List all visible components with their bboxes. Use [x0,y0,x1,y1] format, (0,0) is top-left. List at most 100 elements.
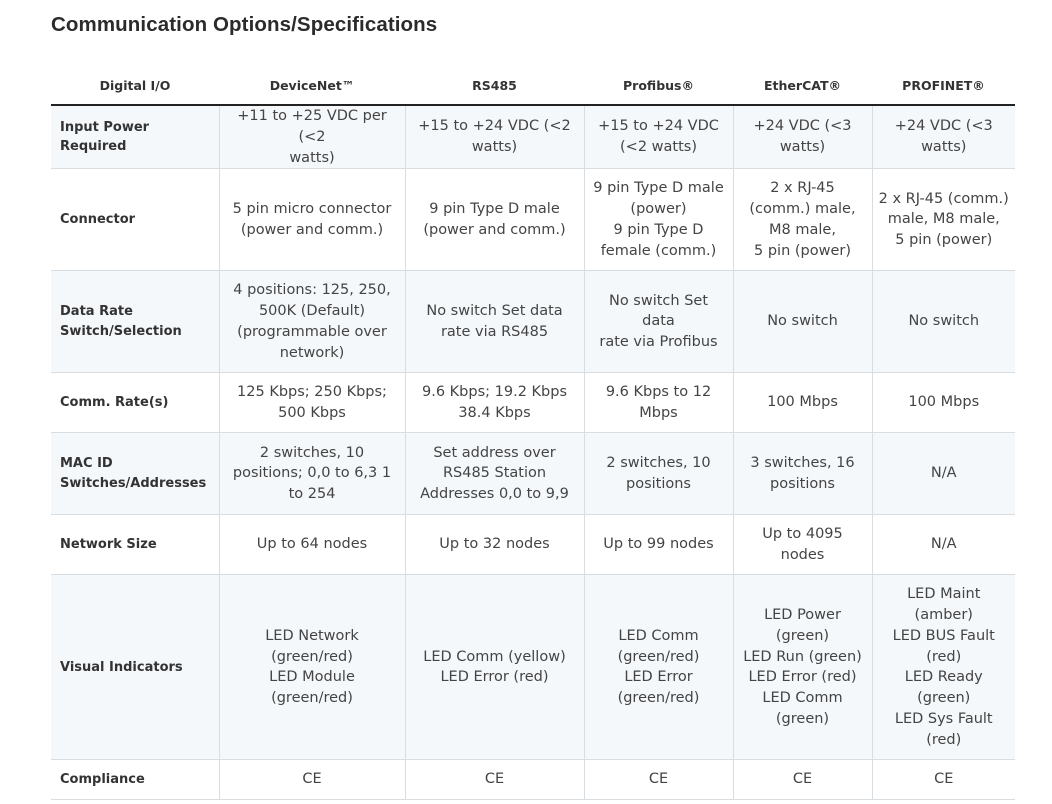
cell-text-line: 5 pin (power) [754,242,851,259]
column-header-digital-io: Digital I/O [51,66,219,106]
cell-text-line: LED Ready [904,669,983,686]
cell-text-line: (green) [775,710,830,727]
cell-text-line: Up to 4095 [762,526,843,543]
cell-text-line: (power) [630,201,687,218]
cell-text-line: (<2 watts) [620,139,697,156]
cell-text-line: (amber) [914,607,973,623]
column-header-profibus: Profibus® [584,66,733,106]
cell-text-line: 500 Kbps [278,404,346,421]
row-label: Visual Indicators [51,574,219,761]
table-cell-devicenet: LED Network (green/red) LED Module (green/r… [218,574,405,761]
cell-text-line: LED Error [624,669,693,686]
cell-text-line: positions [770,475,835,492]
table-cell-rs485: 9 pin Type D male (power and comm.) [404,168,584,272]
table-row-data-rate: Data Rate Switch/Selection 4 positions: 12… [51,270,1015,374]
table-cell-rs485: CE [404,759,584,801]
cell-text-line: CE [792,771,813,788]
row-label: MAC ID Switches/Addresses [51,432,219,516]
row-label: Data Rate Switch/Selection [51,270,219,374]
table-cell-profinet: +24 VDC (<3 watts) [871,105,1015,170]
table-cell-devicenet: Up to 64 nodes [218,514,405,576]
specifications-table: Digital I/O DeviceNet™ RS485 Profibus® E… [51,66,1015,801]
row-label: Compliance [51,759,219,801]
cell-text-line: Addresses 0,0 to 9,9 [420,486,569,503]
cell-text-line: 100 Mbps [908,394,980,411]
cell-text-line: No switch [908,313,980,330]
cell-text-line: positions; 0,0 to 6,3 1 [232,465,392,482]
cell-text-line: 9 pin Type D male [429,201,560,218]
cell-text-line: +11 to +25 VDC per (<2 [237,108,387,145]
table-cell-profinet: CE [871,759,1015,801]
cell-text-line: to 254 [288,486,336,503]
cell-text-line: RS485 Station [442,465,547,482]
cell-text-line: Up to 99 nodes [603,536,714,553]
cell-text-line: 38.4 Kbps [458,404,531,421]
cell-text-line: 2 switches, 10 [259,444,365,461]
row-label: Network Size [51,514,219,576]
cell-text-line: network) [279,344,345,361]
row-label-line: Compliance [60,772,145,788]
cell-text-line: CE [302,771,322,788]
cell-text-line: (green/red) [271,648,353,665]
cell-text-line: Up to 64 nodes [256,536,368,553]
cell-text-line: +24 VDC (<3 [753,118,852,135]
cell-text-line: LED Comm [618,627,699,644]
cell-text-line: rate via RS485 [440,323,549,340]
table-row-mac-id: MAC ID Switches/Addresses 2 switches, 10 po… [51,432,1015,516]
table-body: Input Power Required +11 to +25 VDC per (… [51,105,1015,801]
cell-text-line: 5 pin micro connector [232,201,392,218]
table-cell-rs485: LED Comm (yellow) LED Error (red) [404,574,584,761]
table-cell-rs485: 9.6 Kbps; 19.2 Kbps 38.4 Kbps [404,372,584,434]
table-cell-rs485: Up to 32 nodes [404,514,584,576]
table-cell-ethercat: +24 VDC (<3 watts) [732,105,872,170]
cell-text-line: 2 switches, 10 [606,455,711,472]
cell-text-line: rate via Profibus [599,334,718,351]
table-cell-devicenet: +11 to +25 VDC per (<2 watts) [218,105,405,170]
cell-text-line: N/A [930,536,957,553]
row-label: Input Power Required [51,105,219,170]
table-cell-ethercat: Up to 4095 nodes [732,514,872,576]
cell-text-line: (comm.) male, [749,201,856,218]
table-cell-profibus: No switch Set data rate via Profibus [583,270,733,374]
cell-text-line: No switch [767,313,838,330]
cell-text-line: watts) [471,139,518,156]
cell-text-line: +24 VDC (<3 [894,118,993,135]
cell-text-line: M8 male, [769,221,836,238]
table-cell-ethercat: 100 Mbps [732,372,872,434]
cell-text-line: +15 to +24 VDC (<2 [418,118,571,135]
table-header-row: Digital I/O DeviceNet™ RS485 Profibus® E… [51,66,1015,106]
cell-text-line: LED Error (red) [440,669,549,686]
table-cell-profibus: 2 switches, 10 positions [583,432,733,516]
row-label-line: Input Power Required [60,119,150,155]
cell-text-line: (red) [926,731,962,748]
cell-text-line: (green) [775,627,830,644]
cell-text-line: Mbps [639,404,678,421]
cell-text-line: (green) [917,690,971,707]
row-label-line: MAC ID [60,456,113,472]
cell-text-line: nodes [780,546,825,563]
table-cell-devicenet: 5 pin micro connector (power and comm.) [218,168,405,272]
cell-text-line: positions [626,475,691,492]
table-cell-profinet: N/A [871,514,1015,576]
cell-text-line: LED Comm (yellow) [423,648,566,665]
cell-text-line: watts) [289,149,335,166]
table-cell-rs485: Set address over RS485 Station Addresses 0… [404,432,584,516]
cell-text-line: LED Network [265,627,359,644]
column-header-rs485: RS485 [405,66,584,106]
table-cell-profibus: Up to 99 nodes [583,514,733,576]
cell-text-line: watts) [921,139,967,156]
row-label-line: Data Rate [60,304,133,320]
cell-text-line: 9.6 Kbps to 12 [605,384,712,401]
table-cell-rs485: No switch Set data rate via RS485 [404,270,584,374]
table-cell-profinet: 2 x RJ-45 (comm.) male, M8 male, 5 pin (po… [871,168,1015,272]
cell-text-line: female (comm.) [600,242,717,259]
row-label-line: Switches/Addresses [60,475,207,491]
cell-text-line: LED Comm [762,690,843,707]
table-cell-profibus: 9 pin Type D male (power) 9 pin Type D fema… [583,168,733,272]
cell-text-line: 2 x RJ-45 [770,180,835,197]
cell-text-line: 3 switches, 16 [750,455,855,472]
table-row-comm-rate: Comm. Rate(s) 125 Kbps; 250 Kbps; 500 Kbps… [51,372,1015,434]
cell-text-line: (green/red) [271,690,353,707]
cell-text-line: N/A [930,465,957,482]
cell-text-line: 9 pin Type D male [593,180,724,197]
